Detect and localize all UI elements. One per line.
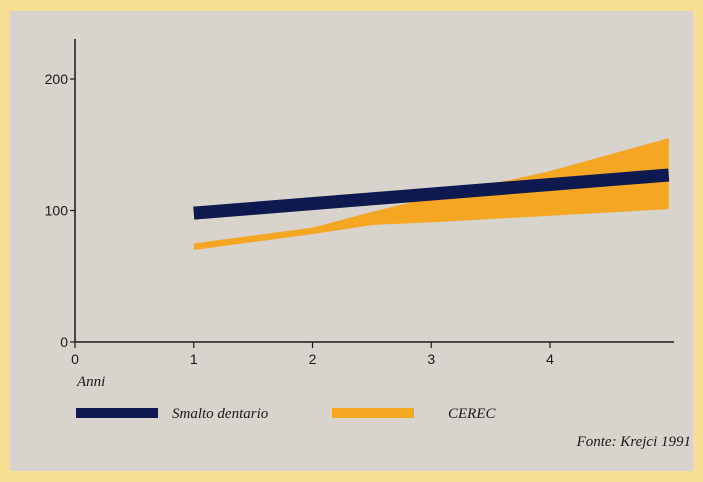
y-tick-label: 200	[45, 71, 69, 87]
y-tick-label: 100	[45, 203, 69, 219]
x-axis-label: Anni	[76, 374, 105, 390]
legend-label-cerec: CEREC	[448, 406, 496, 422]
x-tick-label: 2	[309, 351, 317, 367]
legend: Smalto dentario CEREC	[76, 406, 496, 422]
plot-layer	[193, 138, 670, 250]
x-tick-label: 1	[190, 351, 198, 367]
x-tick-label: 4	[546, 351, 554, 367]
series-line-smalto	[193, 168, 670, 220]
legend-swatch-smalto	[76, 408, 158, 418]
series-band-cerec	[193, 138, 669, 250]
y-tick-label: 0	[60, 334, 68, 350]
ticks-layer: 0 1 2 3 4 0 100 200	[45, 71, 554, 367]
x-tick-label: 3	[427, 351, 435, 367]
legend-swatch-cerec	[332, 408, 414, 418]
chart-panel: 0 1 2 3 4 0 100 200 Anni Smalto dentario CEREC …	[10, 11, 693, 471]
axes-layer	[74, 39, 674, 343]
source-note: Fonte: Krejci 1991	[576, 434, 691, 450]
legend-label-smalto: Smalto dentario	[172, 406, 269, 422]
x-tick-label: 0	[71, 351, 79, 367]
